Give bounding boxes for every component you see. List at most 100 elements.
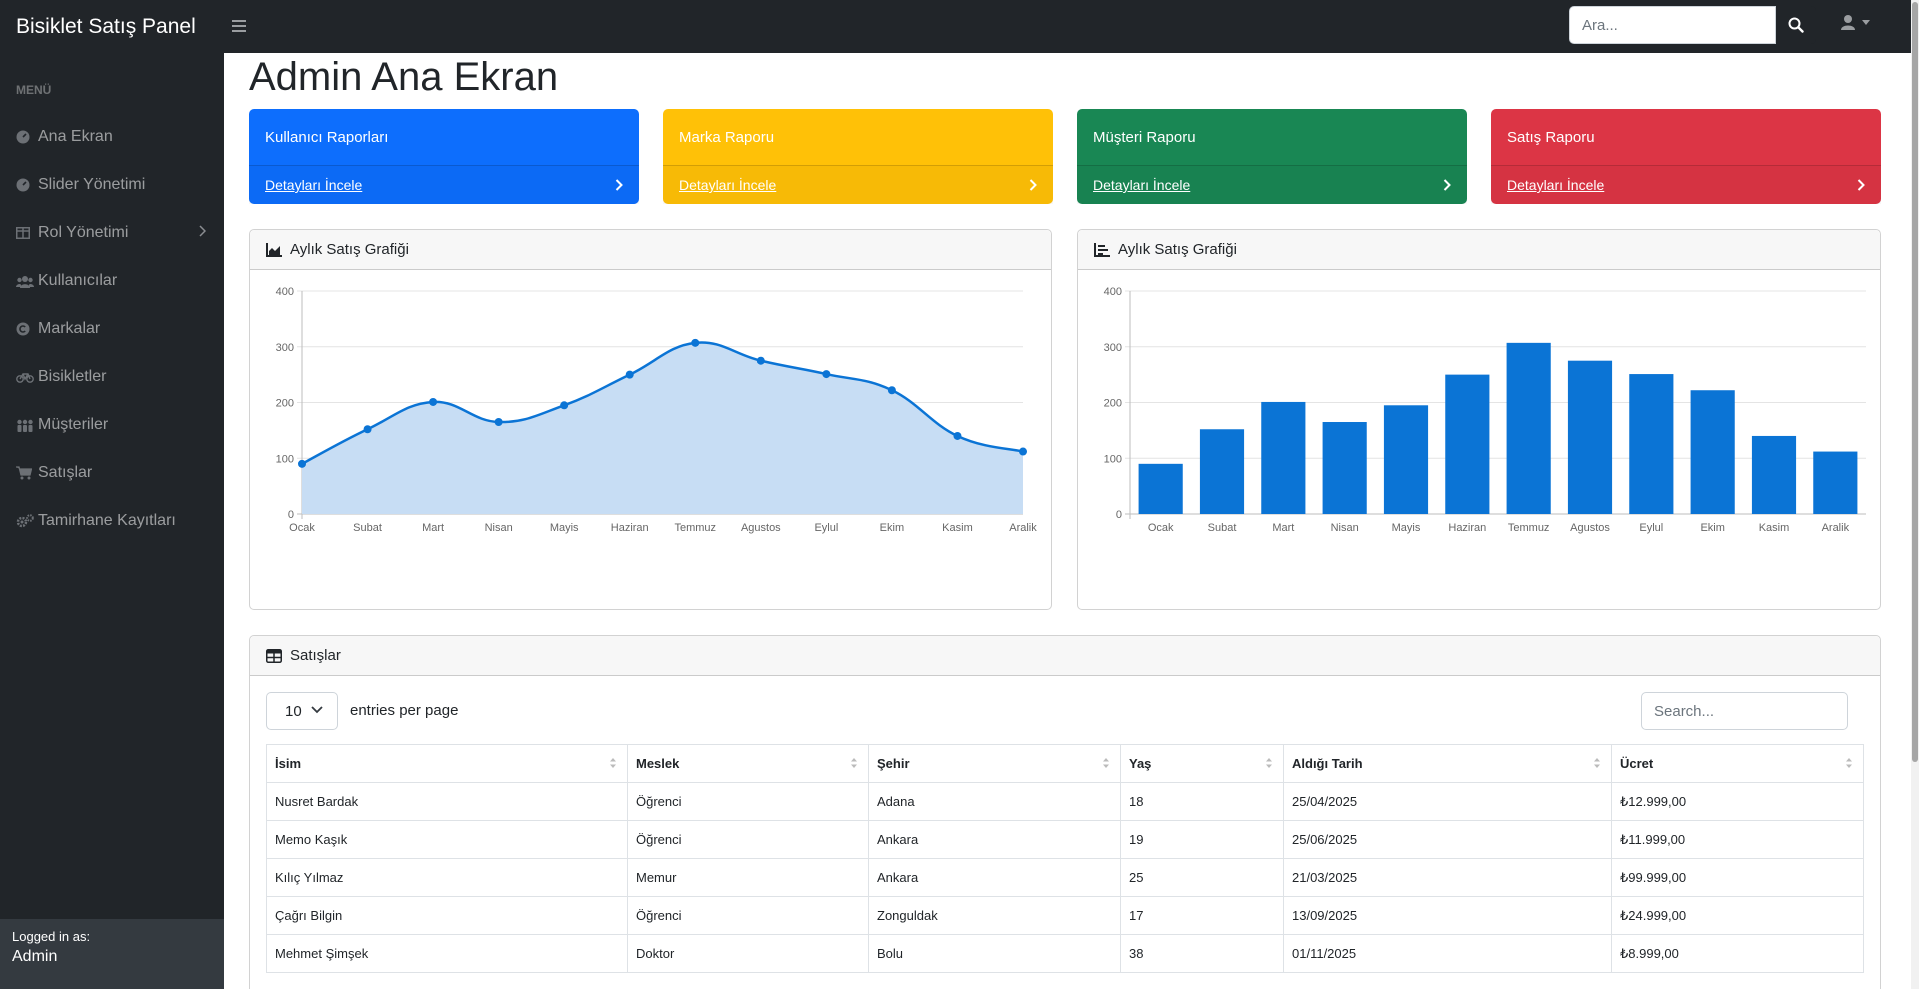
bar	[1138, 463, 1183, 514]
x-tick-label: Aralik	[1822, 522, 1850, 534]
bar-chart: 0 100 200 300 400 Ocak Subat Mart Nisan Mayis Hazi…	[1104, 286, 1866, 534]
x-tick-label: Ocak	[1148, 522, 1174, 534]
bar	[1813, 451, 1858, 514]
bicycle-icon	[16, 371, 38, 383]
column-header-meslek[interactable]: Meslek	[627, 744, 869, 783]
hamburger-icon	[232, 19, 246, 32]
panel-header: Aylık Satış Grafiği	[1078, 230, 1880, 270]
cell-ucret: ₺12.999,00	[1611, 782, 1864, 821]
gauge-icon	[16, 130, 38, 144]
data-point	[429, 397, 438, 406]
x-tick-label: Agustos	[1570, 522, 1610, 534]
scrollbar-thumb[interactable]	[1912, 2, 1918, 762]
y-tick-label: 200	[276, 398, 294, 410]
x-tick-label: Mayis	[1392, 522, 1421, 534]
page-scrollbar[interactable]	[1911, 0, 1919, 989]
table-row: Nusret Bardak Öğrenci Adana 18 25/04/202…	[266, 782, 1864, 821]
y-tick-label: 0	[1116, 509, 1122, 521]
sidebar-item-slider-yonetimi[interactable]: Slider Yönetimi	[0, 161, 224, 209]
cell-sehir: Ankara	[868, 858, 1121, 897]
card-title: Kullanıcı Raporları	[265, 129, 389, 146]
table-row: Memo Kaşık Öğrenci Ankara 19 25/06/2025 …	[266, 820, 1864, 859]
chart-area-icon	[266, 242, 282, 257]
cell-yas: 38	[1120, 934, 1284, 973]
area-chart-panel: Aylık Satış Grafiği 0 100 200 300 400 Ocak Sub…	[249, 229, 1052, 610]
x-tick-label: Kasim	[1759, 522, 1790, 534]
sidebar-footer: Logged in as: Admin	[0, 919, 224, 989]
cell-meslek: Memur	[627, 858, 869, 897]
columns-icon	[16, 227, 38, 239]
chevron-down-icon	[311, 706, 323, 714]
chevron-right-icon	[1029, 179, 1037, 191]
x-tick-label: Subat	[353, 522, 382, 534]
sidebar-item-rol-yonetimi[interactable]: Rol Yönetimi	[0, 209, 224, 257]
sidebar-item-musteriler[interactable]: Müşteriler	[0, 401, 224, 449]
details-link[interactable]: Detayları İncele	[679, 177, 777, 193]
sidebar-item-label: Bisikletler	[38, 368, 107, 385]
cell-sehir: Zonguldak	[868, 896, 1121, 935]
cell-sehir: Ankara	[868, 820, 1121, 859]
column-header-sehir[interactable]: Şehir	[868, 744, 1121, 783]
sidebar-item-kullanicilar[interactable]: Kullanıcılar	[0, 257, 224, 305]
card-footer: Detayları İncele	[1077, 165, 1467, 204]
y-tick-label: 100	[1104, 453, 1122, 465]
cart-icon	[16, 466, 38, 480]
column-header-yas[interactable]: Yaş	[1120, 744, 1284, 783]
sort-icon	[1103, 758, 1109, 768]
table-row: Çağrı Bilgin Öğrenci Zonguldak 17 13/09/…	[266, 896, 1864, 935]
cell-isim: Kılıç Yılmaz	[266, 858, 628, 897]
search-icon	[1788, 17, 1804, 33]
cell-sehir: Bolu	[868, 934, 1121, 973]
cell-yas: 17	[1120, 896, 1284, 935]
bar	[1506, 342, 1551, 514]
brand-title[interactable]: Bisiklet Satış Panel	[16, 14, 196, 38]
report-card-musteri: Müşteri Raporu Detayları İncele	[1077, 109, 1467, 204]
data-point	[494, 418, 503, 427]
x-tick-label: Mart	[422, 522, 444, 534]
details-link[interactable]: Detayları İncele	[265, 177, 363, 193]
column-header-isim[interactable]: İsim	[266, 744, 628, 783]
column-header-aldigi-tarih[interactable]: Aldığı Tarih	[1283, 744, 1612, 783]
navbar-search-input[interactable]	[1569, 6, 1776, 44]
area-chart: 0 100 200 300 400 Ocak Subat Mart Nisan Mayis Hazi…	[276, 286, 1038, 534]
entries-per-page-select[interactable]: 10	[266, 692, 338, 730]
user-dropdown[interactable]	[1840, 14, 1870, 30]
sidebar-item-bisikletler[interactable]: Bisikletler	[0, 353, 224, 401]
bar	[1690, 390, 1735, 514]
sidebar-item-label: Rol Yönetimi	[38, 224, 129, 241]
card-title: Müşteri Raporu	[1093, 129, 1196, 146]
cell-sehir: Adana	[868, 782, 1121, 821]
column-header-label: Meslek	[636, 756, 680, 771]
cell-tarih: 13/09/2025	[1283, 896, 1612, 935]
cell-yas: 25	[1120, 858, 1284, 897]
details-link[interactable]: Detayları İncele	[1507, 177, 1605, 193]
data-point	[887, 386, 896, 395]
y-tick-label: 100	[276, 453, 294, 465]
cell-yas: 19	[1120, 820, 1284, 859]
bar	[1322, 422, 1367, 514]
panel-header: Aylık Satış Grafiği	[250, 230, 1051, 270]
column-header-ucret[interactable]: Ücret	[1611, 744, 1864, 783]
x-tick-label: Ekim	[880, 522, 904, 534]
sidebar-item-tamirhane-kayitlari[interactable]: Tamirhane Kayıtları	[0, 497, 224, 545]
x-tick-label: Temmuz	[674, 522, 716, 534]
x-tick-label: Haziran	[1448, 522, 1486, 534]
panel-header: Satışlar	[250, 636, 1880, 676]
cell-isim: Memo Kaşık	[266, 820, 628, 859]
details-link[interactable]: Detayları İncele	[1093, 177, 1191, 193]
sidebar-item-satislar[interactable]: Satışlar	[0, 449, 224, 497]
navbar-search-button[interactable]	[1776, 6, 1816, 44]
data-point	[1019, 447, 1027, 456]
x-tick-label: Subat	[1208, 522, 1237, 534]
x-tick-label: Mart	[1272, 522, 1294, 534]
sidebar-item-markalar[interactable]: Markalar	[0, 305, 224, 353]
table-search-input[interactable]	[1641, 692, 1848, 730]
sidebar-toggle-button[interactable]	[232, 17, 246, 37]
entries-value: 10	[285, 702, 302, 720]
sidebar-item-ana-ekran[interactable]: Ana Ekran	[0, 113, 224, 161]
x-tick-label: Eylul	[814, 522, 838, 534]
x-tick-label: Haziran	[611, 522, 649, 534]
bar	[1383, 405, 1429, 514]
card-footer: Detayları İncele	[1491, 165, 1881, 204]
chart-bar-icon	[1094, 242, 1110, 257]
